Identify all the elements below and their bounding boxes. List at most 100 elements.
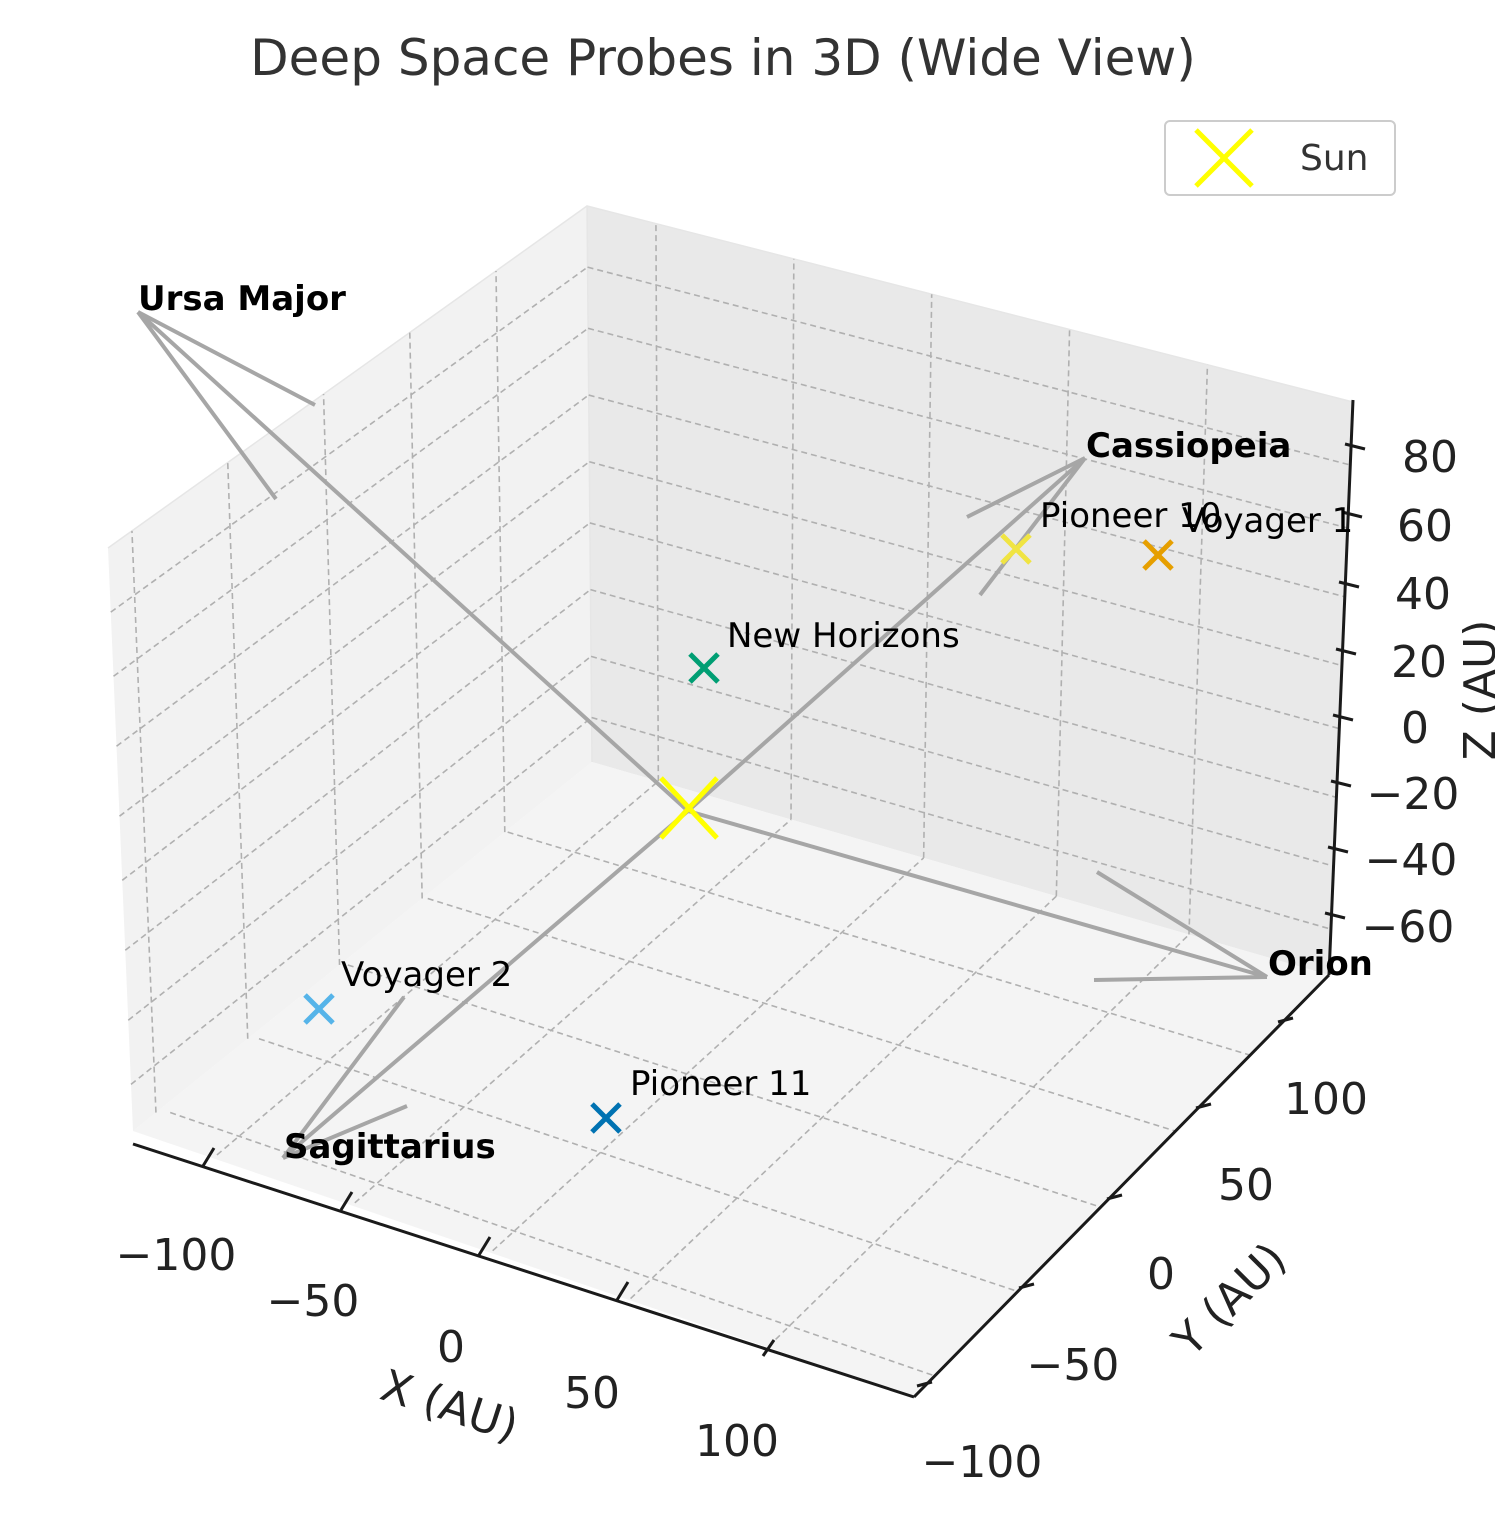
x-grid-line-back (1055, 329, 1071, 897)
x-tick-labels: −100 −50 0 50 100 (116, 1230, 779, 1467)
chart-title: Deep Space Probes in 3D (Wide View) (250, 29, 1196, 87)
y-grid-line-floor (258, 1037, 1019, 1293)
x-grid-line-back (922, 294, 933, 858)
z-tick-label: 60 (1397, 501, 1453, 552)
legend-label-sun: Sun (1300, 138, 1368, 179)
z-grid-line-back (588, 394, 1346, 598)
probe-label-pioneer-10: Pioneer 10 (1040, 496, 1221, 536)
z-tick-label: 80 (1402, 432, 1458, 483)
z-tick-mark (1335, 647, 1357, 656)
constellation-labels: Ursa Major Cassiopeia Orion Sagittarius (138, 279, 1373, 1167)
z-axis-line (1327, 399, 1355, 976)
x-axis-line (132, 1142, 915, 1399)
x-grid-line-floor (216, 780, 659, 1156)
x-tick-mark (615, 1281, 630, 1301)
z-tick-mark (1338, 580, 1360, 589)
probe-marker-voyager-1 (1142, 539, 1174, 571)
z-tick-mark (1324, 911, 1346, 920)
arrow-ursa-major (136, 310, 690, 813)
x-grid-line-floor (492, 857, 925, 1252)
z-grid-line-left (121, 522, 591, 881)
y-tick-label: 100 (1284, 1074, 1368, 1125)
probe-label-voyager-1: Voyager 1 (1182, 501, 1353, 541)
legend: Sun (1164, 120, 1396, 196)
probe-marker-voyager-2 (303, 993, 335, 1025)
z-grid-line-back (590, 588, 1337, 799)
constellation-label-ursa-major: Ursa Major (138, 279, 346, 319)
x-grid-line-back (655, 223, 660, 782)
probe-labels: Pioneer 10 Voyager 1 New Horizons Voyage… (341, 496, 1353, 1104)
x-tick-mark (201, 1147, 216, 1167)
x-grid-line-floor (354, 818, 792, 1204)
constellation-label-orion: Orion (1268, 944, 1373, 984)
y-tick-mark (1106, 1193, 1123, 1201)
sun-marker (659, 776, 719, 840)
z-grid-line-back (590, 655, 1334, 867)
x-tick-mark (761, 1339, 776, 1357)
x-tick-label: −100 (116, 1230, 237, 1281)
x-grid-line-back (1188, 364, 1209, 935)
constellation-label-sagittarius: Sagittarius (284, 1127, 496, 1167)
z-tick-label: −60 (1362, 902, 1455, 953)
arrow-orion (687, 809, 1269, 982)
z-grid-line-back (591, 716, 1332, 930)
axis-lines (132, 399, 1355, 1399)
probe-markers (303, 533, 1174, 1134)
probe-marker-new-horizons (688, 652, 720, 684)
y-tick-labels: −100 −50 0 50 100 (922, 1074, 1368, 1488)
left-pane (108, 206, 592, 1131)
x-tick-label: −50 (267, 1276, 360, 1327)
z-grid-line-left (113, 327, 589, 677)
y-grid-line-left (226, 462, 249, 1039)
y-grid-line-left (131, 530, 157, 1113)
legend-sun-icon (1194, 128, 1254, 188)
y-tick-mark (916, 1380, 933, 1388)
arrow-cassiopeia (686, 456, 1087, 813)
z-tick-mark (1330, 779, 1352, 788)
z-tick-label: −40 (1365, 835, 1458, 886)
x-axis-title: X (AU) (375, 1360, 525, 1452)
z-axis-title: Z (AU) (1455, 620, 1495, 761)
x-tick-mark (477, 1236, 492, 1256)
axes-panes (107, 205, 1354, 1397)
legend-frame (1164, 120, 1396, 196)
probe-marker-pioneer-11 (590, 1102, 622, 1134)
z-tick-label: 0 (1401, 703, 1429, 754)
z-tick-labels: −60 −40 −20 0 20 40 60 80 (1362, 432, 1460, 953)
probe-label-pioneer-11: Pioneer 11 (630, 1064, 811, 1104)
x-tick-label: 100 (695, 1416, 779, 1467)
y-tick-mark (1018, 1282, 1035, 1290)
z-grid-line-left (116, 394, 590, 747)
grid-lines (110, 223, 1351, 1377)
back-pane (587, 206, 1353, 975)
y-grid-line-floor (169, 1111, 936, 1377)
y-tick-mark (1277, 1016, 1294, 1024)
z-grid-line-back (587, 266, 1351, 466)
y-grid-line-floor (427, 897, 1176, 1132)
probe-marker-pioneer-10 (1000, 533, 1032, 565)
y-grid-line-left (322, 394, 341, 965)
x-tick-label: 50 (564, 1368, 620, 1419)
z-tick-mark (1341, 510, 1363, 519)
constellation-arrows (136, 310, 1269, 1160)
y-tick-label: 50 (1218, 1160, 1274, 1211)
y-tick-label: −50 (1027, 1340, 1120, 1391)
probe-label-voyager-2: Voyager 2 (341, 955, 512, 995)
z-tick-mark (1344, 442, 1366, 451)
tick-marks (201, 442, 1366, 1388)
constellation-label-cassiopeia: Cassiopeia (1086, 426, 1291, 466)
x-tick-label: 0 (437, 1322, 465, 1373)
probe-label-new-horizons: New Horizons (727, 616, 960, 656)
y-axis-line (912, 973, 1331, 1399)
y-tick-label: 0 (1147, 1249, 1175, 1300)
x-grid-line-back (790, 258, 795, 820)
z-tick-mark (1332, 713, 1354, 722)
z-grid-line-back (587, 327, 1348, 529)
z-tick-mark (1327, 845, 1349, 854)
x-grid-line-floor (630, 895, 1057, 1300)
z-tick-label: 20 (1391, 637, 1447, 688)
x-grid-line-floor (767, 933, 1190, 1348)
arrow-sagittarius (281, 809, 690, 1160)
z-grid-line-left (119, 461, 590, 817)
